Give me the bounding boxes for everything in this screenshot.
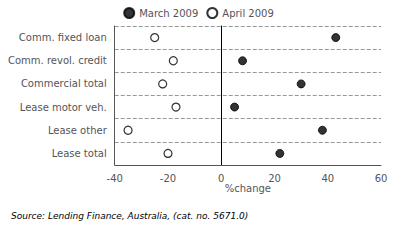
svg-text:40: 40 <box>321 173 334 184</box>
svg-text:Comm. revol. credit: Comm. revol. credit <box>8 55 107 66</box>
svg-text:Lease total: Lease total <box>52 148 107 159</box>
svg-text:Lease motor veh.: Lease motor veh. <box>20 102 107 113</box>
svg-text:-20: -20 <box>160 173 176 184</box>
svg-text:April 2009: April 2009 <box>222 8 273 19</box>
svg-text:-40: -40 <box>107 173 123 184</box>
svg-text:Lease other: Lease other <box>48 125 108 136</box>
svg-text:20: 20 <box>268 173 281 184</box>
svg-text:March 2009: March 2009 <box>139 8 198 19</box>
svg-text:Commercial total: Commercial total <box>21 78 107 89</box>
svg-text:60: 60 <box>375 173 388 184</box>
svg-text:0: 0 <box>218 173 224 184</box>
svg-text:Comm. fixed loan: Comm. fixed loan <box>19 32 107 43</box>
svg-text:%change: %change <box>225 183 271 194</box>
svg-text:Source: Lending Finance, Austr: Source: Lending Finance, Australia, (cat… <box>11 211 248 221</box>
